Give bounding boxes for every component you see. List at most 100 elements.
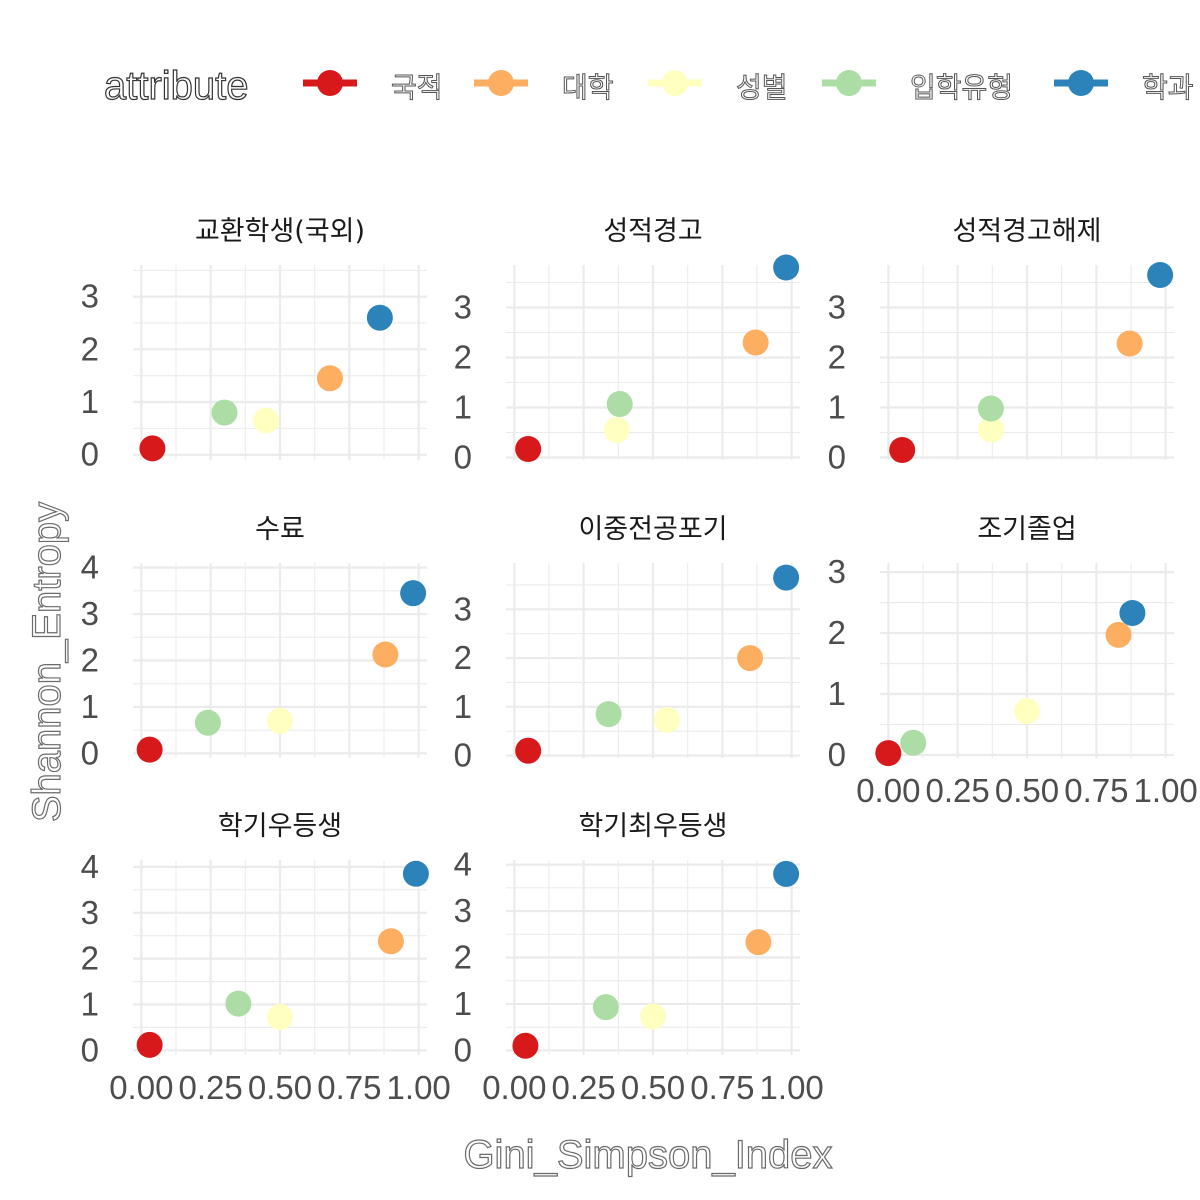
data-point: [977, 395, 1004, 422]
y-tick-label: 3: [81, 278, 99, 315]
data-point: [515, 737, 542, 764]
y-tick-label: 0: [828, 439, 846, 476]
y-tick-label: 2: [81, 642, 99, 679]
x-tick-label: 0.50: [621, 1069, 685, 1106]
x-tick-label: 0.50: [995, 772, 1059, 809]
data-point: [515, 436, 542, 462]
data-point: [773, 564, 800, 591]
y-axis-title: Shannon_Entropy: [25, 502, 69, 822]
y-tick-label: 3: [81, 894, 99, 931]
data-point: [1147, 262, 1174, 288]
data-point: [737, 645, 764, 672]
legend-title: attribute: [104, 64, 249, 108]
data-point: [773, 860, 800, 887]
facet-title: 수료: [255, 514, 305, 545]
y-tick-label: 0: [81, 436, 99, 473]
y-tick-label: 1: [81, 383, 99, 420]
legend-label: 학과: [1142, 71, 1194, 104]
legend-key-point: [662, 70, 688, 96]
facet-title: 학기우등생: [218, 811, 342, 842]
y-tick-label: 2: [828, 614, 846, 651]
data-point: [653, 706, 680, 733]
data-point: [377, 928, 404, 955]
x-tick-label: 0.25: [179, 1069, 243, 1106]
x-tick-label: 1.00: [387, 1069, 451, 1106]
facet-title: 이중전공포기: [578, 514, 727, 545]
x-tick-label: 0.25: [926, 772, 990, 809]
legend-key-point: [1068, 70, 1094, 96]
legend-item: 입학유형: [822, 70, 1014, 105]
data-point: [745, 929, 772, 956]
x-tick-label: 0.75: [690, 1069, 754, 1106]
y-tick-label: 2: [454, 939, 472, 976]
x-tick-label: 0.00: [482, 1069, 546, 1106]
facet-panels: 교환학생(국외) 0 1 2 3 성적경고 0 1 2 3 성적경고해제 0 1 2 3 수료 0 1 2 3 4 이중전…: [81, 216, 1198, 1106]
legend-label: 국적: [391, 71, 443, 104]
x-tick-label: 1.00: [1134, 772, 1198, 809]
legend-label: 입학유형: [910, 71, 1013, 104]
facet-panel: 학기우등생 0 1 2 3 4 0.00 0.25 0.50 0.75 1.00: [81, 811, 451, 1106]
facet-title: 조기졸업: [977, 514, 1076, 545]
data-point: [267, 707, 293, 734]
legend-key-point: [836, 70, 862, 96]
data-point: [875, 740, 902, 767]
x-tick-label: 0.00: [856, 772, 920, 809]
data-point: [640, 1003, 666, 1030]
y-tick-label: 2: [454, 339, 472, 376]
y-tick-label: 4: [81, 549, 99, 586]
data-point: [136, 1031, 163, 1058]
facet-title: 성적경고: [603, 216, 702, 247]
y-tick-label: 1: [81, 986, 99, 1023]
legend-key-point: [488, 70, 514, 96]
facet-title: 교환학생(국외): [195, 216, 365, 247]
data-point: [136, 736, 163, 763]
data-point: [400, 580, 427, 607]
legend-item: 국적: [303, 70, 443, 105]
y-tick-label: 1: [828, 675, 846, 712]
data-point: [211, 399, 238, 426]
data-point: [606, 391, 633, 417]
x-tick-label: 0.75: [1064, 772, 1128, 809]
y-tick-label: 4: [81, 848, 99, 885]
y-tick-label: 4: [454, 846, 472, 883]
y-tick-label: 1: [454, 985, 472, 1022]
y-tick-label: 3: [454, 289, 472, 326]
data-point: [372, 641, 399, 668]
data-point: [402, 860, 429, 887]
legend-label: 성별: [736, 71, 788, 104]
y-tick-label: 1: [454, 389, 472, 426]
y-tick-label: 1: [828, 389, 846, 426]
data-point: [1119, 599, 1146, 626]
y-tick-label: 0: [828, 736, 846, 773]
y-tick-label: 2: [81, 940, 99, 977]
legend-items: 국적 대학 성별 입학유형 학과: [303, 70, 1194, 105]
data-point: [1014, 698, 1040, 725]
facet-panel: 성적경고 0 1 2 3: [454, 216, 800, 476]
y-tick-label: 0: [81, 734, 99, 771]
legend-item: 학과: [1054, 70, 1194, 105]
data-point: [603, 417, 630, 443]
data-point: [194, 709, 221, 736]
data-point: [316, 365, 343, 392]
y-tick-label: 0: [81, 1031, 99, 1068]
data-point: [889, 437, 916, 463]
y-tick-label: 3: [828, 289, 846, 326]
legend-item: 대학: [474, 70, 614, 105]
y-tick-label: 1: [454, 688, 472, 725]
data-point: [592, 994, 619, 1021]
data-point: [1116, 330, 1143, 357]
data-point: [139, 435, 166, 462]
y-tick-label: 3: [454, 892, 472, 929]
facet-panel: 수료 0 1 2 3 4: [81, 514, 427, 771]
x-tick-label: 0.75: [317, 1069, 381, 1106]
data-point: [253, 407, 280, 434]
legend-key-point: [317, 70, 343, 96]
data-point: [366, 304, 393, 331]
data-point: [225, 990, 252, 1017]
facet-panel: 성적경고해제 0 1 2 3: [828, 216, 1174, 476]
legend-item: 성별: [648, 70, 788, 105]
y-tick-label: 2: [828, 339, 846, 376]
facet-title: 학기최우등생: [578, 811, 727, 842]
data-point: [595, 701, 622, 728]
facet-panel: 학기최우등생 0 1 2 3 4 0.00 0.25 0.50 0.75 1.00: [454, 811, 824, 1106]
